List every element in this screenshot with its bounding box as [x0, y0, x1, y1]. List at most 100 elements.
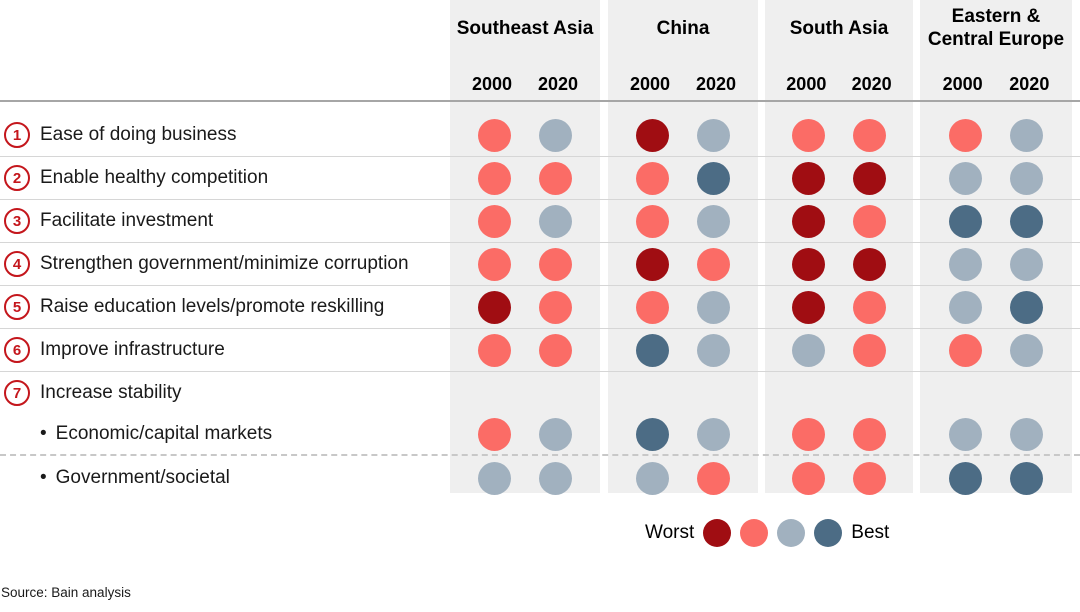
year-label: 2000 — [786, 73, 827, 94]
rating-dot-pair — [765, 200, 913, 242]
year-label: 2020 — [695, 73, 737, 94]
row-label-cell: 4 Strengthen government/minimize corrupti… — [0, 243, 450, 285]
table-row: 4 Strengthen government/minimize corrupti… — [0, 243, 1080, 286]
row-number-badge: 6 — [4, 337, 30, 363]
row-label-cell: 7 Increase stability — [0, 372, 450, 414]
year-label: 2000 — [471, 73, 513, 94]
rating-dot-pair — [608, 286, 758, 328]
row-number-badge: 4 — [4, 251, 30, 277]
rating-dot — [792, 417, 826, 451]
rating-dot — [478, 161, 511, 195]
rating-dot — [1010, 247, 1044, 281]
rating-dot — [539, 161, 572, 195]
rating-dot — [636, 290, 669, 324]
rating-dot-pair — [765, 329, 913, 371]
rating-dot — [478, 290, 511, 324]
rating-dot — [539, 247, 572, 281]
rating-dot — [1010, 417, 1044, 451]
legend-dot-poor — [740, 519, 769, 547]
row-label-cell: 5 Raise education levels/promote reskilli… — [0, 286, 450, 328]
rating-dot — [852, 417, 886, 451]
year-label: 2020 — [851, 73, 892, 94]
row-label: Facilitate investment — [40, 210, 214, 231]
row-number-badge: 2 — [4, 165, 30, 191]
legend-best-label: Best — [851, 522, 890, 543]
rating-dot — [636, 417, 669, 451]
rating-dot — [478, 333, 511, 367]
rating-dot-pair — [920, 456, 1072, 500]
row-number-badge: 5 — [4, 294, 30, 320]
rating-dot — [697, 247, 730, 281]
table-row: • Economic/capital markets — [0, 414, 1080, 456]
rating-dot — [697, 461, 730, 495]
table-row: 7 Increase stability — [0, 372, 1080, 414]
year-label: 2020 — [537, 73, 579, 94]
column-group-south-asia: South Asia 2000 2020 — [765, 0, 913, 493]
rating-dot — [697, 118, 730, 152]
rating-dot-pair — [608, 456, 758, 500]
rating-dot-pair — [765, 243, 913, 285]
rating-dot — [852, 161, 886, 195]
rating-dot — [478, 417, 511, 451]
rating-dot — [478, 204, 511, 238]
rating-dot — [478, 461, 511, 495]
rating-dot — [1010, 118, 1044, 152]
rating-dot-pair — [608, 200, 758, 242]
rating-dot — [852, 461, 886, 495]
rating-dot — [697, 161, 730, 195]
column-group-china: China 2000 2020 — [608, 0, 758, 493]
rating-dot-pair — [920, 200, 1072, 242]
table-row: 6 Improve infrastructure — [0, 329, 1080, 372]
color-scale-legend: Worst Best — [645, 517, 889, 549]
rating-dot — [852, 290, 886, 324]
rating-dot-pair — [765, 157, 913, 199]
rating-dot-pair — [450, 157, 600, 199]
rating-dot-pair — [920, 329, 1072, 371]
region-header: Eastern & Central Europe — [927, 6, 1065, 50]
rating-dot — [948, 290, 982, 324]
rating-dot — [948, 161, 982, 195]
year-label: 2000 — [629, 73, 671, 94]
rating-dot — [478, 118, 511, 152]
row-label: Increase stability — [40, 382, 182, 403]
region-header: South Asia — [789, 17, 889, 39]
rating-dot — [539, 333, 572, 367]
rating-dot — [636, 118, 669, 152]
rating-dot-pair — [450, 114, 600, 156]
rating-dot — [792, 204, 826, 238]
column-group-eastern-central-europe: Eastern & Central Europe 2000 2020 — [920, 0, 1072, 493]
rating-dot — [1010, 461, 1044, 495]
rating-dot-pair — [450, 414, 600, 454]
rating-dot — [948, 333, 982, 367]
rating-dot — [852, 118, 886, 152]
rating-dot-pair — [608, 414, 758, 454]
rating-dot-pair — [450, 456, 600, 500]
rating-dot-pair — [608, 329, 758, 371]
rating-dot — [792, 461, 826, 495]
header-divider — [0, 100, 1080, 102]
rows: 1 Ease of doing business 2 Enable healthy c… — [0, 114, 1080, 500]
column-group-southeast-asia: Southeast Asia 2000 2020 — [450, 0, 600, 493]
row-label-cell: • Economic/capital markets — [0, 414, 450, 454]
rating-dot — [636, 461, 669, 495]
rating-dot — [697, 333, 730, 367]
year-headers: 2000 2020 — [450, 72, 600, 96]
legend-dot-worst — [703, 519, 732, 547]
table-row: • Government/societal — [0, 456, 1080, 500]
rating-dot — [792, 161, 826, 195]
row-label: Enable healthy competition — [40, 167, 269, 188]
rating-dot — [697, 204, 730, 238]
bullet-icon: • — [40, 467, 47, 488]
row-number-badge: 1 — [4, 122, 30, 148]
row-number-badge: 7 — [4, 380, 30, 406]
row-label: Strengthen government/minimize corruptio… — [40, 253, 409, 274]
rating-dot — [636, 333, 669, 367]
rating-dot-pair — [608, 243, 758, 285]
rating-dot — [948, 118, 982, 152]
region-header: Southeast Asia — [456, 17, 594, 39]
row-label: Economic/capital markets — [55, 423, 273, 444]
year-headers: 2000 2020 — [608, 72, 758, 96]
row-label: Government/societal — [55, 467, 230, 488]
row-label-cell: 2 Enable healthy competition — [0, 157, 450, 199]
